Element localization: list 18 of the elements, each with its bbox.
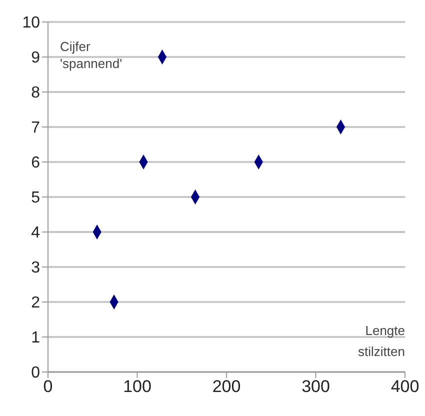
- y-tick-label: 4: [31, 224, 40, 242]
- y-tick-label: 5: [31, 190, 40, 207]
- x-axis-title: Lengte stilzitten: [357, 322, 405, 361]
- y-tick-label: 6: [31, 154, 40, 172]
- x-tick-label: 200: [212, 377, 241, 396]
- y-tick-label: 7: [31, 120, 40, 137]
- y-tick-label: 10: [22, 14, 40, 32]
- y-tick-label: 0: [31, 364, 40, 382]
- x-tick-label: 400: [390, 377, 420, 396]
- y-tick-label: 9: [31, 50, 40, 67]
- x-tick-label: 300: [302, 377, 330, 396]
- y-tick-label: 8: [31, 84, 40, 102]
- x-tick-label: 100: [123, 377, 152, 396]
- y-axis-title: Cijfer 'spannend': [60, 38, 124, 72]
- y-tick-label: 3: [31, 260, 40, 277]
- y-tick-label: 2: [31, 294, 40, 312]
- y-tick-label: 1: [31, 330, 40, 347]
- x-tick-label: 0: [43, 377, 53, 396]
